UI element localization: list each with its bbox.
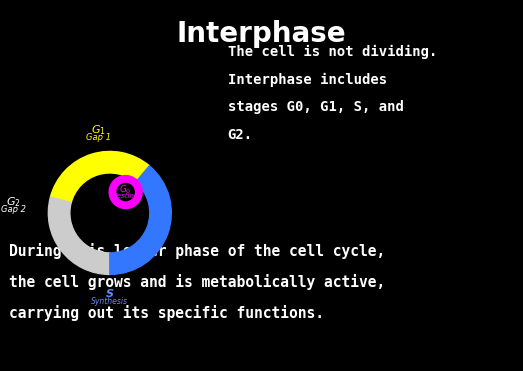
Text: $G_2$: $G_2$ [6, 195, 20, 209]
Circle shape [117, 184, 134, 201]
Text: Gap 2: Gap 2 [1, 205, 26, 214]
Text: Interphase: Interphase [177, 20, 346, 48]
Circle shape [109, 175, 142, 209]
Text: S: S [106, 289, 114, 299]
Wedge shape [110, 166, 172, 275]
Text: Resting: Resting [112, 193, 139, 199]
Text: Interphase includes: Interphase includes [228, 72, 386, 86]
Wedge shape [48, 197, 110, 275]
Text: $G_0$: $G_0$ [119, 183, 132, 196]
Text: carrying out its specific functions.: carrying out its specific functions. [9, 305, 324, 321]
Text: $G_1$: $G_1$ [92, 124, 106, 138]
Wedge shape [50, 151, 150, 203]
Text: G2.: G2. [228, 128, 253, 142]
Text: Gap 1: Gap 1 [86, 133, 111, 142]
Text: stages G0, G1, S, and: stages G0, G1, S, and [228, 100, 403, 114]
Text: The cell is not dividing.: The cell is not dividing. [228, 45, 437, 59]
Text: During this longer phase of the cell cycle,: During this longer phase of the cell cyc… [9, 243, 385, 259]
Text: the cell grows and is metabolically active,: the cell grows and is metabolically acti… [9, 274, 385, 290]
Text: Synthesis: Synthesis [92, 298, 128, 306]
